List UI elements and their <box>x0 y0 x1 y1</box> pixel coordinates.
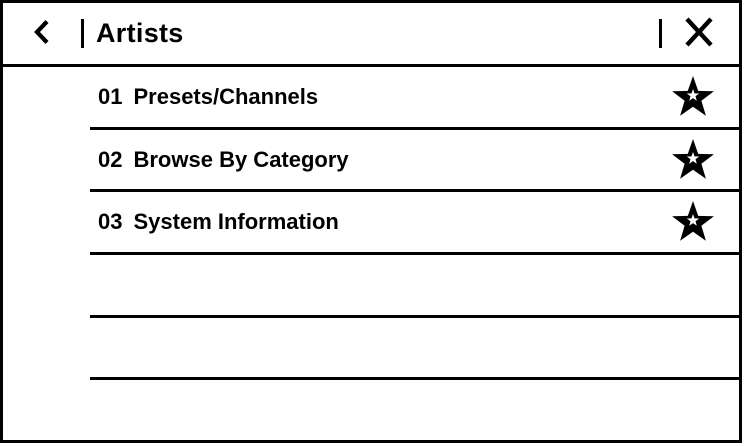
menu-row[interactable]: 01 Presets/Channels <box>90 67 739 130</box>
row-number: 02 <box>98 146 123 172</box>
header-bar: Artists <box>3 3 739 67</box>
menu-row <box>90 380 739 441</box>
menu-row <box>90 317 739 381</box>
close-x-icon <box>684 16 714 51</box>
favorite-star-icon[interactable] <box>671 200 715 244</box>
close-button[interactable] <box>681 16 717 52</box>
chevron-left-icon <box>33 19 50 48</box>
menu-list: 01 Presets/Channels 02 Browse By Categor… <box>90 67 739 441</box>
menu-row[interactable]: 03 System Information <box>90 192 739 256</box>
row-number: 03 <box>98 209 123 235</box>
favorite-star-icon[interactable] <box>671 75 715 119</box>
header-divider-left <box>81 19 84 48</box>
row-label: System Information <box>133 209 339 235</box>
menu-row[interactable]: 02 Browse By Category <box>90 129 739 193</box>
favorite-star-icon[interactable] <box>671 138 715 182</box>
back-button[interactable] <box>30 20 52 48</box>
row-label: Browse By Category <box>133 146 349 172</box>
row-label: Presets/Channels <box>133 83 319 109</box>
header-divider-right <box>659 19 662 48</box>
row-number: 01 <box>98 83 123 109</box>
page-title: Artists <box>96 18 184 48</box>
menu-row <box>90 255 739 318</box>
